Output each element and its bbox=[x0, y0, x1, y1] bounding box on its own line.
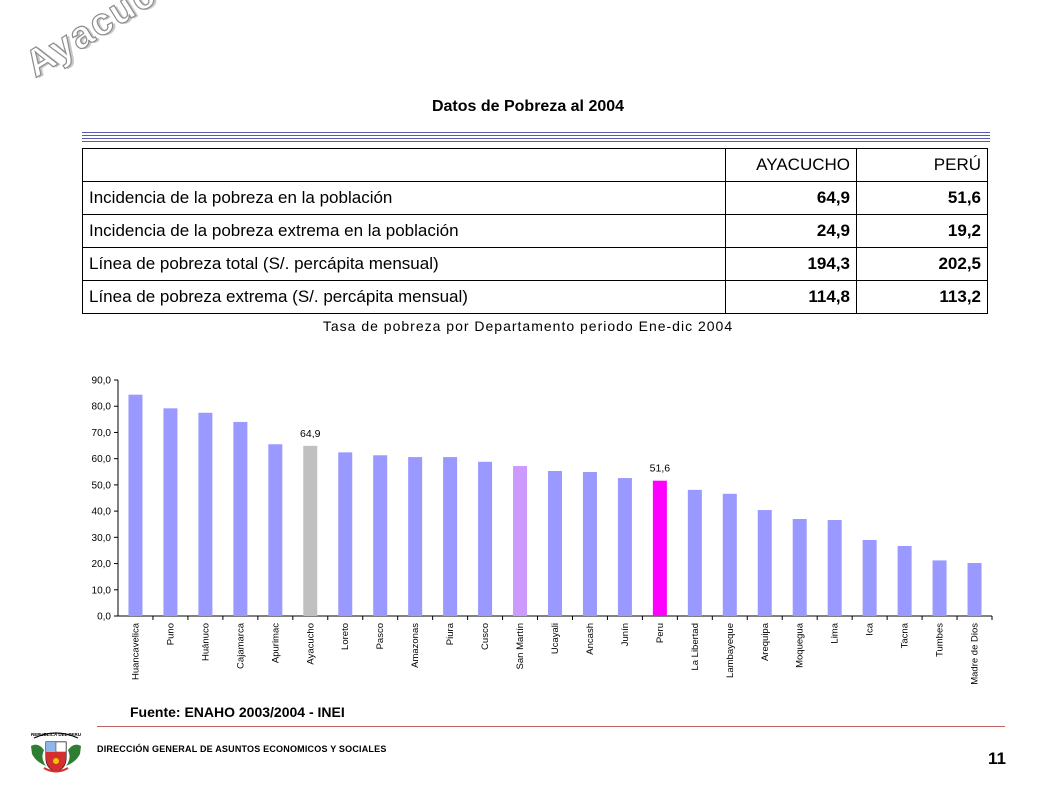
bar bbox=[722, 493, 737, 616]
row-label: Línea de pobreza extrema (S/. percápita … bbox=[82, 280, 726, 314]
peru-coat-of-arms-icon: REPUBLICA DEL PERU bbox=[31, 732, 81, 773]
y-tick-label: 10,0 bbox=[92, 585, 112, 596]
data-label: 64,9 bbox=[300, 428, 321, 440]
bar bbox=[338, 452, 353, 616]
bar bbox=[548, 470, 562, 616]
crest-text: REPUBLICA DEL PERU bbox=[31, 732, 81, 737]
x-tick-label: Madre de Dios bbox=[970, 623, 981, 685]
footer-text: DIRECCIÓN GENERAL DE ASUNTOS ECONOMICOS … bbox=[97, 744, 387, 754]
y-tick-label: 70,0 bbox=[92, 428, 112, 439]
x-tick-label: Tacna bbox=[900, 622, 911, 648]
row-value-peru: 51,6 bbox=[856, 181, 988, 215]
bar bbox=[897, 545, 912, 616]
row-value-ayacucho: 64,9 bbox=[725, 181, 857, 215]
x-tick-label: Puno bbox=[165, 623, 176, 645]
y-tick-label: 40,0 bbox=[92, 507, 112, 518]
x-tick-label: Moquegua bbox=[795, 622, 806, 668]
bar bbox=[582, 472, 597, 616]
x-tick-label: Peru bbox=[655, 623, 666, 643]
bar bbox=[827, 520, 842, 616]
y-tick-label: 90,0 bbox=[92, 376, 112, 387]
chart-title: Tasa de pobreza por Departamento periodo… bbox=[322, 318, 734, 334]
x-tick-label: Amazonas bbox=[410, 623, 421, 668]
table-row: Incidencia de la pobreza en la población… bbox=[82, 181, 988, 215]
x-tick-label: La Libertad bbox=[690, 623, 701, 671]
bar bbox=[687, 489, 702, 616]
bar bbox=[932, 560, 947, 616]
x-tick-label: Tumbes bbox=[935, 623, 946, 657]
bar bbox=[862, 539, 877, 616]
x-tick-label: Huánuco bbox=[200, 623, 211, 661]
source-note: Fuente: ENAHO 2003/2004 - INEI bbox=[130, 704, 345, 720]
bar bbox=[268, 444, 283, 616]
table-row: Línea de pobreza extrema (S/. percápita … bbox=[82, 280, 988, 314]
table-header-ayacucho: AYACUCHO bbox=[725, 148, 857, 182]
table-row: Incidencia de la pobreza extrema en la p… bbox=[82, 214, 988, 248]
watermark-ayacucho: Ayacucho bbox=[17, 0, 207, 86]
x-tick-label: Loreto bbox=[340, 623, 351, 650]
x-tick-label: Ucayali bbox=[550, 623, 561, 654]
bar bbox=[128, 394, 143, 616]
x-tick-label: Ancash bbox=[585, 623, 596, 655]
bar bbox=[373, 455, 388, 616]
y-tick-label: 60,0 bbox=[92, 454, 112, 465]
x-tick-label: Pasco bbox=[375, 623, 386, 649]
y-tick-label: 0,0 bbox=[97, 612, 111, 623]
bar bbox=[303, 445, 318, 616]
data-label: 51,6 bbox=[650, 463, 671, 475]
bar bbox=[443, 457, 458, 616]
y-tick-label: 30,0 bbox=[92, 533, 112, 544]
bar bbox=[163, 408, 178, 616]
bar bbox=[967, 563, 982, 616]
poverty-bar-chart: 0,0 10,0 20,0 30,0 40,0 50,0 60,0 70,0 80,0 90,0 H… bbox=[92, 376, 993, 685]
row-label: Línea de pobreza total (S/. percápita me… bbox=[82, 247, 726, 281]
bar bbox=[478, 461, 493, 616]
bar bbox=[198, 412, 213, 616]
x-tick-label: San Martín bbox=[515, 623, 526, 669]
row-value-ayacucho: 24,9 bbox=[725, 214, 857, 248]
y-tick-label: 80,0 bbox=[92, 402, 112, 413]
x-tick-label: Lambayeque bbox=[725, 623, 736, 678]
x-tick-label: Apurimac bbox=[270, 623, 281, 663]
table-header-peru: PERÚ bbox=[856, 148, 988, 182]
bar bbox=[408, 457, 423, 616]
row-value-peru: 202,5 bbox=[856, 247, 988, 281]
row-value-ayacucho: 114,8 bbox=[725, 280, 857, 314]
bar bbox=[792, 518, 807, 616]
table-header-blank bbox=[82, 148, 726, 182]
y-tick-label: 50,0 bbox=[92, 480, 112, 491]
x-tick-label: Piura bbox=[445, 622, 456, 645]
x-tick-label: Cajamarca bbox=[235, 622, 246, 669]
x-tick-label: Ayacucho bbox=[305, 623, 316, 665]
header-rule bbox=[82, 132, 990, 144]
row-value-peru: 113,2 bbox=[856, 280, 988, 314]
x-tick-label: Cusco bbox=[480, 623, 491, 650]
table-row: Línea de pobreza total (S/. percápita me… bbox=[82, 247, 988, 281]
bar bbox=[757, 510, 772, 616]
x-tick-label: Junín bbox=[620, 623, 631, 646]
bar bbox=[617, 478, 632, 616]
x-tick-label: Huancavelica bbox=[130, 622, 141, 680]
y-tick-label: 20,0 bbox=[92, 559, 112, 570]
bar bbox=[233, 421, 248, 616]
table-header-row: AYACUCHO PERÚ bbox=[82, 148, 988, 182]
row-value-ayacucho: 194,3 bbox=[725, 247, 857, 281]
page-number: 11 bbox=[988, 749, 1006, 768]
footer-divider bbox=[97, 726, 1005, 727]
poverty-summary-table: AYACUCHO PERÚ Incidencia de la pobreza e… bbox=[82, 148, 988, 314]
x-tick-label: Lima bbox=[830, 622, 841, 643]
x-tick-label: Ica bbox=[865, 622, 876, 635]
row-label: Incidencia de la pobreza extrema en la p… bbox=[82, 214, 726, 248]
bar bbox=[652, 480, 667, 616]
row-value-peru: 19,2 bbox=[856, 214, 988, 248]
x-tick-label: Arequipa bbox=[760, 622, 771, 661]
row-label: Incidencia de la pobreza en la población bbox=[82, 181, 726, 215]
slide-title: Datos de Pobreza al 2004 bbox=[431, 98, 625, 115]
bar bbox=[513, 466, 528, 616]
